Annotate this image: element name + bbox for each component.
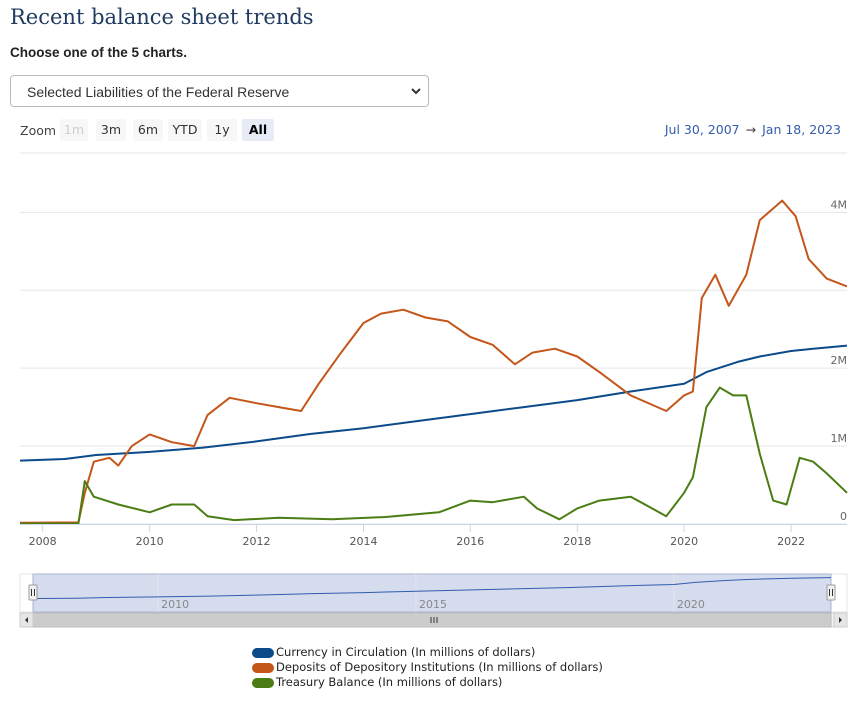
legend-item-currency[interactable]: Currency in Circulation (In millions of … xyxy=(252,645,603,660)
legend-swatch-treasury xyxy=(252,677,274,688)
grid-lines xyxy=(20,152,847,525)
zoom-button-6m[interactable]: 6m xyxy=(133,119,163,141)
navigator: 2010 2015 2020 xyxy=(19,573,848,628)
legend-swatch-currency xyxy=(252,647,274,658)
zoom-button-all[interactable]: All xyxy=(242,119,274,141)
chevron-down-icon xyxy=(411,88,421,95)
x-tick-label: 2014 xyxy=(349,535,377,548)
series-line-currency xyxy=(19,344,848,462)
x-tick-label: 2018 xyxy=(563,535,591,548)
navigator-tick-label: 2015 xyxy=(419,598,447,611)
y-tick-label: 1M xyxy=(831,432,848,445)
date-to-input[interactable]: Jan 18, 2023 xyxy=(762,122,841,137)
date-from-input[interactable]: Jul 30, 2007 xyxy=(664,122,740,137)
chart-select-value: Selected Liabilities of the Federal Rese… xyxy=(27,84,290,100)
handle-body xyxy=(826,584,836,601)
zoom-button-ytd[interactable]: YTD xyxy=(168,119,202,141)
navigator-handle-left[interactable] xyxy=(28,584,38,601)
x-tick-label: 2016 xyxy=(456,535,484,548)
legend: Currency in Circulation (In millions of … xyxy=(252,645,603,690)
chart-area: 0 1M 2M 4M 2008 2010 2012 2014 2016 2018 2020 2022… xyxy=(19,152,848,628)
series-line-treasury xyxy=(20,386,848,525)
navigator-tick-label: 2020 xyxy=(677,598,705,611)
navigator-series-line xyxy=(32,577,832,599)
y-tick-label: 2M xyxy=(831,354,848,367)
chart-chooser-label: Choose one of the 5 charts. xyxy=(10,45,188,60)
x-tick-label: 2022 xyxy=(777,535,805,548)
series-line-deposits xyxy=(19,199,848,524)
scroll-left-button[interactable] xyxy=(19,612,34,628)
x-tick-label: 2008 xyxy=(29,535,57,548)
legend-label-deposits: Deposits of Depository Institutions (In … xyxy=(276,660,603,674)
scroll-right-button[interactable] xyxy=(833,612,848,628)
chevron-right-icon xyxy=(839,617,842,623)
date-range-arrow: → xyxy=(745,122,757,137)
legend-label-treasury: Treasury Balance (In millions of dollars… xyxy=(276,675,503,689)
legend-item-deposits[interactable]: Deposits of Depository Institutions (In … xyxy=(252,660,603,675)
x-axis: 2008 2010 2012 2014 2016 2018 2020 2022 xyxy=(20,524,847,548)
legend-item-treasury[interactable]: Treasury Balance (In millions of dollars… xyxy=(252,675,603,690)
chevron-left-icon xyxy=(25,617,28,623)
zoom-button-1y[interactable]: 1y xyxy=(207,119,237,141)
navigator-selected-range xyxy=(32,573,832,613)
x-tick-label: 2020 xyxy=(670,535,698,548)
zoom-button-1m[interactable]: 1m xyxy=(60,119,88,141)
navigator-handle-right[interactable] xyxy=(826,584,836,601)
handle-body xyxy=(28,584,38,601)
x-tick-label: 2012 xyxy=(242,535,270,548)
chart-select-dropdown[interactable]: Selected Liabilities of the Federal Rese… xyxy=(10,75,429,107)
navigator-tick-label: 2010 xyxy=(161,598,189,611)
zoom-label: Zoom xyxy=(20,123,57,138)
y-tick-label: 4M xyxy=(831,198,848,211)
legend-label-currency: Currency in Circulation (In millions of … xyxy=(276,645,536,659)
y-axis-labels: 0 1M 2M 4M xyxy=(831,198,848,523)
page-title: Recent balance sheet trends xyxy=(10,5,314,29)
date-range: Jul 30, 2007 → Jan 18, 2023 xyxy=(665,122,841,137)
scrollbar-thumb[interactable] xyxy=(32,612,832,628)
series-layer xyxy=(19,199,848,525)
x-tick-label: 2010 xyxy=(136,535,164,548)
y-tick-label: 0 xyxy=(840,510,847,523)
legend-swatch-deposits xyxy=(252,662,274,673)
zoom-button-3m[interactable]: 3m xyxy=(96,119,126,141)
